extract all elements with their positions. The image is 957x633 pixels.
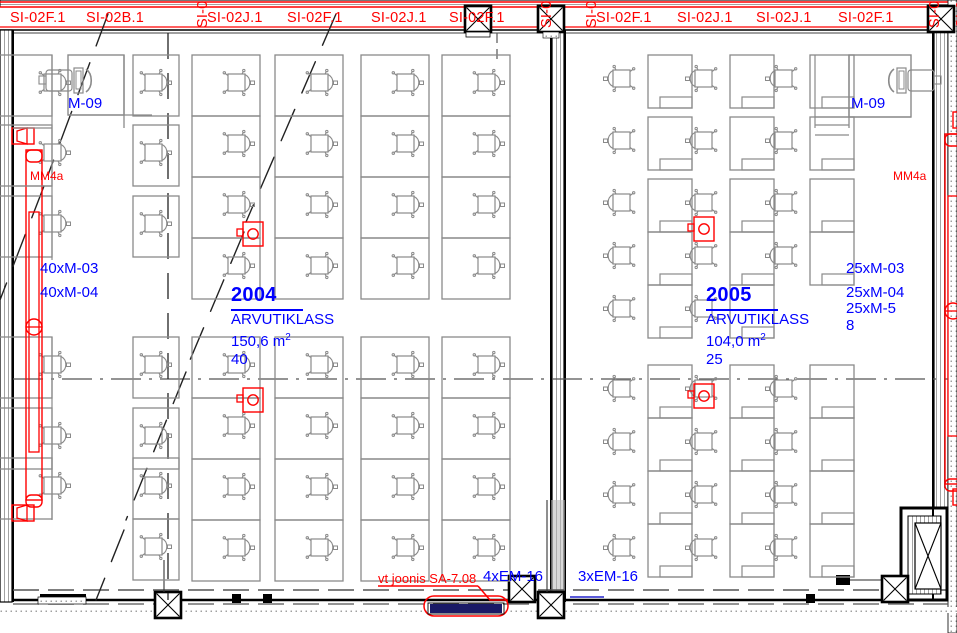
equipment-label-3xem16: 3xEM-16: [578, 568, 639, 585]
desk-column-f: [441, 54, 511, 582]
section-break-lines: [0, 13, 337, 601]
interior-detail-lines: [13, 55, 816, 520]
desk-column-d: [274, 54, 344, 582]
grid-label-top-6: SI-02F.1: [449, 10, 505, 26]
right-wall-services: [944, 111, 957, 506]
desk-column-c: [191, 54, 261, 582]
grid-label-top-2: SI-02B.1: [86, 10, 145, 26]
grid-label-top-1: SI-02F.1: [10, 10, 66, 26]
grid-label-top-8: SI-02J.1: [677, 10, 733, 26]
desk-column-r1: [647, 54, 693, 578]
equipment-label-m09-right: M-09: [851, 95, 886, 112]
desk-column-b: [132, 54, 180, 581]
grid-label-top-3: SI-02J.1: [207, 10, 263, 26]
equipment-label-25xm03: 25xM-03: [846, 260, 905, 277]
mep-annotations-red: [11, 111, 957, 617]
room-2004-name: ARVUTIKLASS: [231, 311, 335, 328]
room-2004-underline: [231, 309, 303, 311]
room-2005-capacity: 25: [706, 351, 723, 368]
grid-label-top-10: SI-02F.1: [838, 10, 894, 26]
desk-column-r3: [809, 54, 855, 578]
detail-reference-leader: [378, 585, 509, 617]
room-2004-area-value: 150,6 m: [231, 333, 286, 350]
room-2005-area: 104,0 m2: [706, 332, 766, 350]
detail-reference-label: vt joonis SA-7.08: [378, 571, 477, 586]
equipment-label-25xm5-cont: 8: [846, 317, 855, 334]
desk-column-r2: [729, 54, 775, 578]
grid-label-vert-1: SI-02A.1: [195, 0, 211, 28]
equipment-label-25xm04: 25xM-04: [846, 284, 905, 301]
left-wall-services: [11, 127, 43, 522]
equipment-label-25xm5: 25xM-5: [846, 300, 897, 317]
grid-label-vert-2: SI-02A.1: [539, 0, 555, 28]
equipment-label-40xm03: 40xM-03: [40, 260, 99, 277]
room-2005-number: 2005: [706, 284, 752, 306]
zone-label-mm4a-left: MM4a: [30, 169, 64, 183]
grid-label-top-4: SI-02F.1: [287, 10, 343, 26]
equipment-label-4xem16: 4xEM-16: [483, 568, 544, 585]
room-2004-number: 2004: [231, 284, 277, 306]
projector-screen-icon: [427, 602, 505, 615]
room-2004-furniture: [0, 54, 511, 582]
room-2004-capacity: 40: [231, 351, 248, 368]
zone-label-mm4a-right: MM4a: [893, 169, 927, 183]
equipment-label-m09-left: M-09: [68, 95, 103, 112]
grid-label-top-5: SI-02J.1: [371, 10, 427, 26]
room-2005-area-value: 104,0 m: [706, 333, 761, 350]
room-2005-underline: [706, 309, 778, 311]
room-2005-name: ARVUTIKLASS: [706, 311, 810, 328]
grid-label-vert-4: SI-02A.1: [927, 0, 943, 28]
grid-label-top-7: SI-02F.1: [596, 10, 652, 26]
room-2005-furniture: [602, 54, 942, 578]
room-2004-area-sup: 2: [285, 332, 291, 343]
equipment-label-40xm04: 40xM-04: [40, 284, 99, 301]
room-2005-area-sup: 2: [760, 332, 766, 343]
room-2004-area: 150,6 m2: [231, 332, 291, 350]
grid-label-vert-3: SI-02A.1: [584, 0, 600, 28]
desk-column-e: [360, 54, 430, 582]
grid-label-top-9: SI-02J.1: [756, 10, 812, 26]
